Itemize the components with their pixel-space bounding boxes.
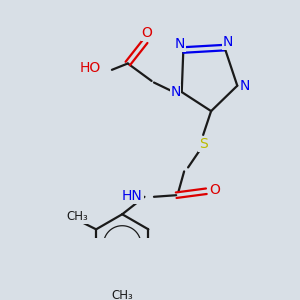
Text: HO: HO [80, 61, 101, 75]
Text: CH₃: CH₃ [111, 289, 133, 300]
Text: O: O [209, 183, 220, 197]
Text: HN: HN [122, 189, 143, 203]
Text: N: N [239, 79, 250, 93]
Text: O: O [141, 26, 152, 40]
Text: S: S [199, 137, 208, 152]
Text: N: N [175, 38, 185, 51]
Text: N: N [170, 85, 181, 99]
Text: N: N [223, 35, 233, 49]
Text: CH₃: CH₃ [66, 210, 88, 223]
